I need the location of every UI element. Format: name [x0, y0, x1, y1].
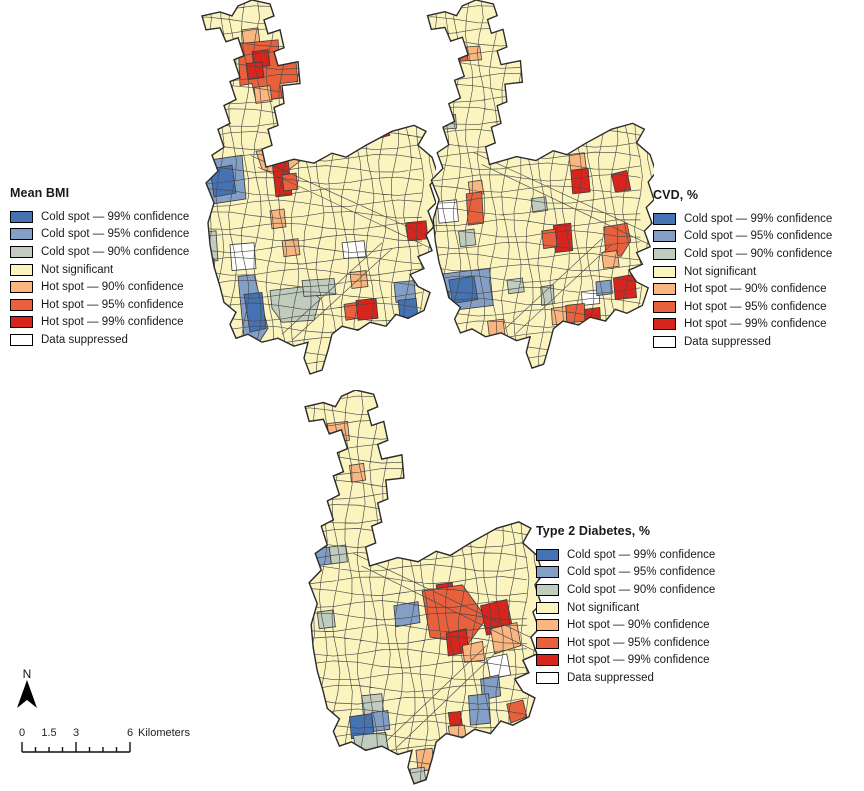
legend-swatch-cold90 [536, 583, 559, 596]
legend-row: Hot spot — 95% confidence [536, 634, 715, 652]
legend-swatch-hot99 [10, 316, 33, 329]
legend-title-mean-bmi: Mean BMI [10, 186, 70, 200]
legend-swatch-hot95 [536, 636, 559, 649]
scale-bar: 0 1.5 3 6 Kilometers [19, 727, 190, 753]
legend-label: Data suppressed [41, 333, 128, 346]
legend-row: Cold spot — 99% confidence [10, 208, 189, 226]
north-arrow-icon [17, 680, 37, 708]
legend-swatch-hot90 [536, 619, 559, 632]
legend-row: Data suppressed [10, 331, 189, 349]
legend-label: Hot spot — 99% confidence [684, 318, 827, 331]
legend-row: Cold spot — 99% confidence [653, 210, 832, 228]
legend-row: Cold spot — 90% confidence [536, 581, 715, 599]
legend-swatch-hot90 [10, 281, 33, 294]
legend-title-cvd: CVD, % [653, 188, 699, 202]
scale-tick-label: 6 [127, 727, 133, 739]
map-type2-diabetes [304, 390, 541, 785]
legend-row: Hot spot — 95% confidence [10, 296, 189, 314]
legend-rows: Cold spot — 99% confidence Cold spot — 95… [10, 208, 189, 349]
legend-mean-bmi: Mean BMI Cold spot — 99% confidence Cold … [10, 186, 189, 349]
legend-swatch-cold90 [10, 245, 33, 258]
legend-swatch-supp [10, 333, 33, 346]
legend-swatch-cold99 [10, 210, 33, 223]
legend-row: Hot spot — 90% confidence [536, 616, 715, 634]
legend-swatch-hot95 [10, 298, 33, 311]
legend-label: Hot spot — 90% confidence [684, 283, 827, 296]
legend-label: Cold spot — 90% confidence [567, 583, 716, 596]
legend-label: Cold spot — 95% confidence [567, 566, 716, 579]
legend-swatch-notsig [10, 263, 33, 276]
legend-label: Data suppressed [684, 335, 771, 348]
legend-row: Not significant [653, 263, 832, 281]
legend-swatch-hot99 [536, 654, 559, 667]
legend-cvd: CVD, % Cold spot — 99% confidence Cold sp… [653, 188, 832, 351]
legend-row: Hot spot — 99% confidence [536, 652, 715, 670]
legend-label: Cold spot — 99% confidence [567, 548, 716, 561]
scale-unit-label: Kilometers [138, 727, 190, 739]
map-mean-bmi [201, 0, 436, 375]
legend-label: Not significant [567, 601, 640, 614]
legend-swatch-notsig [536, 601, 559, 614]
legend-row: Cold spot — 95% confidence [10, 226, 189, 244]
legend-swatch-notsig [653, 265, 676, 278]
north-arrow: N [17, 667, 37, 708]
legend-swatch-hot95 [653, 300, 676, 313]
legend-label: Cold spot — 95% confidence [684, 230, 833, 243]
legend-swatch-hot90 [653, 283, 676, 296]
legend-label: Cold spot — 95% confidence [41, 228, 190, 241]
legend-label: Cold spot — 90% confidence [684, 247, 833, 260]
legend-row: Cold spot — 95% confidence [536, 564, 715, 582]
legend-swatch-hot99 [653, 318, 676, 331]
legend-row: Not significant [10, 261, 189, 279]
legend-row: Data suppressed [536, 669, 715, 687]
legend-row: Hot spot — 95% confidence [653, 298, 832, 316]
legend-row: Cold spot — 90% confidence [10, 243, 189, 261]
legend-swatch-supp [653, 335, 676, 348]
legend-row: Cold spot — 99% confidence [536, 546, 715, 564]
scale-bar-ticks [21, 742, 131, 753]
legend-row: Hot spot — 90% confidence [653, 280, 832, 298]
legend-swatch-supp [536, 671, 559, 684]
legend-swatch-cold90 [653, 247, 676, 260]
legend-swatch-cold99 [536, 548, 559, 561]
legend-label: Cold spot — 99% confidence [41, 210, 190, 223]
legend-row: Not significant [536, 599, 715, 617]
legend-type2-diabetes: Type 2 Diabetes, % Cold spot — 99% confi… [536, 524, 715, 687]
legend-swatch-cold95 [536, 566, 559, 579]
legend-swatch-cold99 [653, 212, 676, 225]
legend-label: Hot spot — 90% confidence [567, 619, 710, 632]
legend-label: Cold spot — 90% confidence [41, 245, 190, 258]
legend-row: Hot spot — 99% confidence [653, 316, 832, 334]
legend-label: Data suppressed [567, 671, 654, 684]
north-label: N [23, 667, 32, 681]
legend-row: Cold spot — 90% confidence [653, 245, 832, 263]
legend-row: Hot spot — 90% confidence [10, 278, 189, 296]
legend-label: Hot spot — 95% confidence [567, 636, 710, 649]
map-cvd [426, 0, 654, 369]
legend-label: Not significant [684, 265, 757, 278]
legend-label: Hot spot — 99% confidence [567, 654, 710, 667]
legend-label: Hot spot — 90% confidence [41, 281, 184, 294]
legend-rows: Cold spot — 99% confidence Cold spot — 95… [653, 210, 832, 351]
legend-row: Data suppressed [653, 333, 832, 351]
scale-tick-label: 3 [73, 727, 79, 739]
scale-tick-label: 1.5 [41, 727, 56, 739]
scale-tick-label: 0 [19, 727, 25, 739]
legend-rows: Cold spot — 99% confidence Cold spot — 95… [536, 546, 715, 687]
legend-title-type2-diabetes: Type 2 Diabetes, % [536, 524, 651, 538]
legend-label: Not significant [41, 263, 114, 276]
legend-swatch-cold95 [653, 230, 676, 243]
legend-row: Hot spot — 99% confidence [10, 314, 189, 332]
legend-label: Hot spot — 99% confidence [41, 316, 184, 329]
legend-row: Cold spot — 95% confidence [653, 228, 832, 246]
legend-swatch-cold95 [10, 228, 33, 241]
legend-label: Hot spot — 95% confidence [41, 298, 184, 311]
legend-label: Cold spot — 99% confidence [684, 212, 833, 225]
legend-label: Hot spot — 95% confidence [684, 300, 827, 313]
